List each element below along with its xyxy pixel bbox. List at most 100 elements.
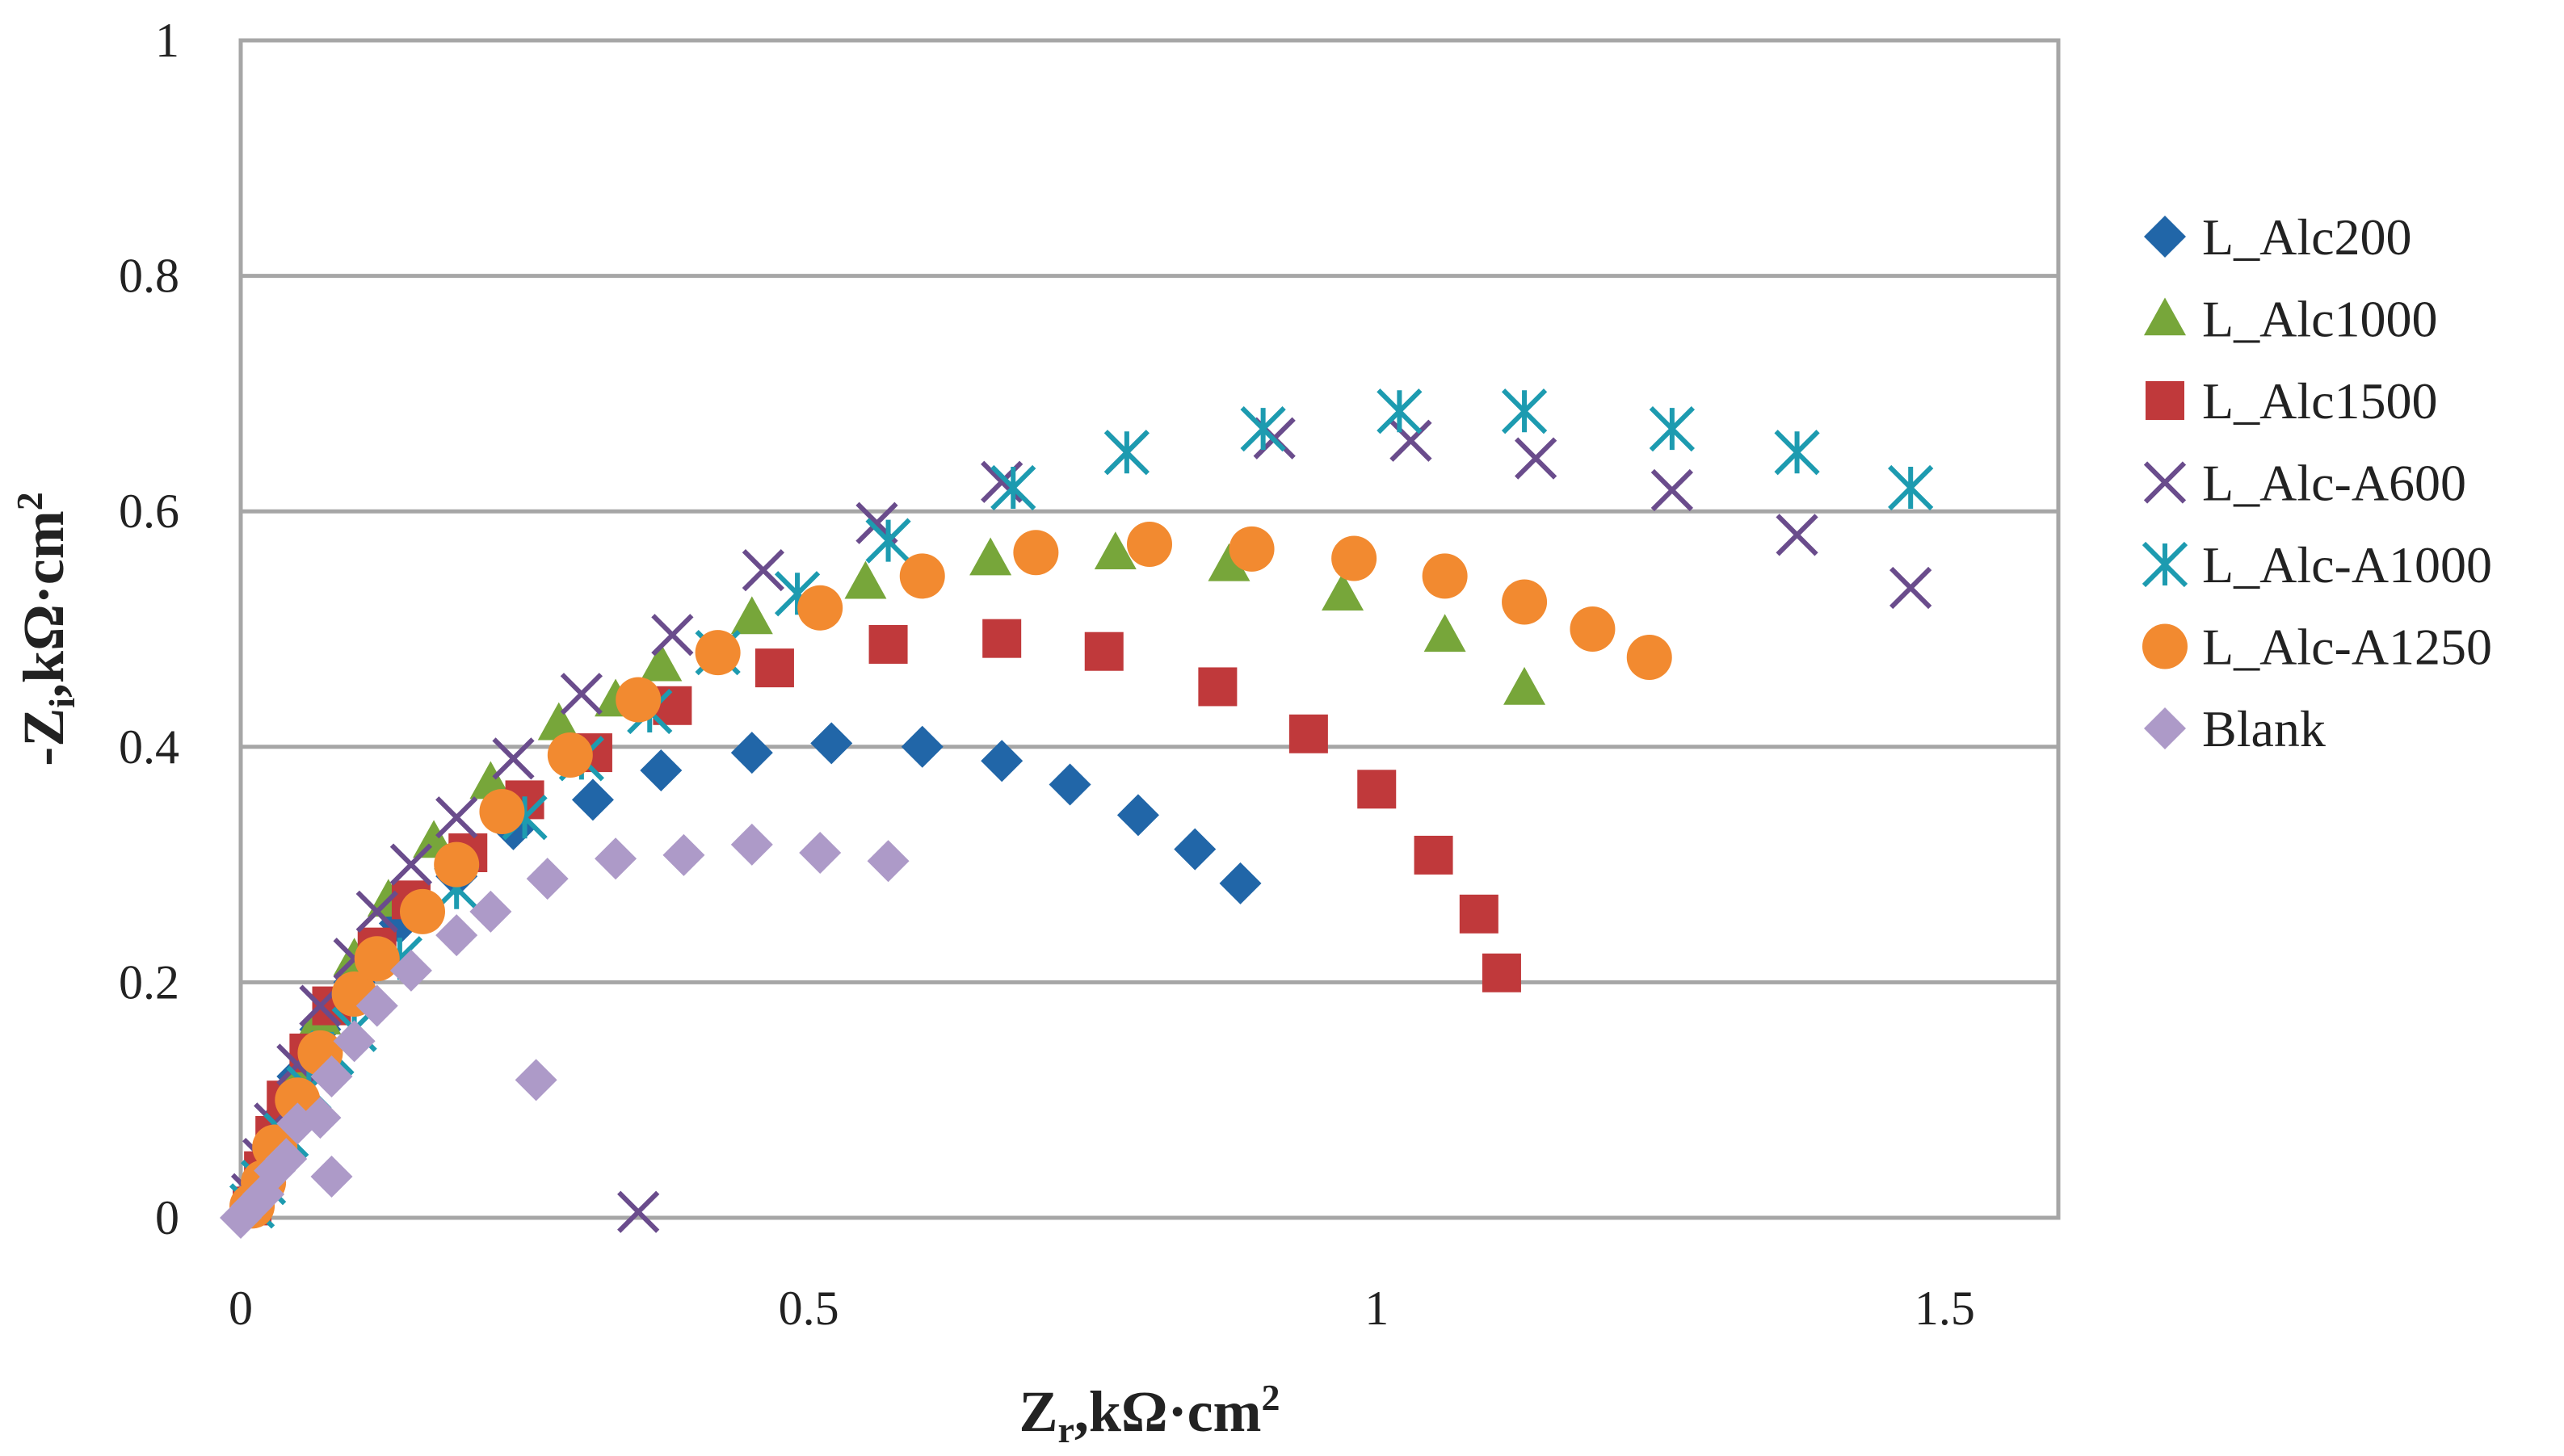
data-point bbox=[310, 1055, 353, 1098]
y-tick-label: 0.6 bbox=[119, 485, 179, 538]
series-Blank bbox=[220, 823, 910, 1239]
y-axis-title-rest: ,kΩ·cm bbox=[11, 510, 76, 698]
data-point bbox=[537, 702, 580, 741]
data-point bbox=[754, 648, 794, 688]
data-point bbox=[1649, 406, 1696, 452]
data-point bbox=[355, 984, 398, 1027]
data-point bbox=[479, 788, 525, 834]
y-axis-title: -Zi,kΩ·cm2 bbox=[9, 492, 82, 766]
data-point bbox=[1049, 763, 1091, 806]
data-point bbox=[1357, 770, 1397, 809]
y-axis-title-sub: i bbox=[41, 698, 82, 708]
legend-label: L_Alc200 bbox=[2202, 208, 2412, 266]
data-point bbox=[526, 858, 569, 900]
data-point bbox=[400, 888, 445, 934]
x-axis-title: Zr,kΩ·cm2 bbox=[1019, 1377, 1280, 1450]
data-point bbox=[333, 1020, 376, 1063]
data-point bbox=[990, 464, 1036, 511]
data-point bbox=[1084, 631, 1124, 671]
data-point bbox=[1116, 794, 1159, 837]
data-point bbox=[1422, 553, 1468, 599]
data-point bbox=[616, 677, 662, 723]
data-point bbox=[1650, 468, 1694, 512]
data-point bbox=[730, 732, 773, 774]
legend-marker-triangle-icon bbox=[2144, 297, 2186, 336]
data-point bbox=[1229, 526, 1275, 572]
legend-marker-x-icon bbox=[2143, 461, 2187, 504]
data-point bbox=[969, 537, 1012, 576]
y-tick-label: 0.8 bbox=[119, 250, 179, 303]
data-point bbox=[730, 823, 773, 866]
data-point bbox=[742, 548, 784, 592]
data-point bbox=[810, 722, 853, 765]
series-L_Alc-A1250 bbox=[229, 522, 1672, 1229]
data-point bbox=[560, 673, 603, 715]
data-point bbox=[1208, 543, 1250, 581]
data-point bbox=[651, 614, 694, 657]
legend-item: L_Alc200 bbox=[2144, 208, 2412, 266]
legend-marker-circle-icon bbox=[2142, 623, 2188, 669]
data-point bbox=[435, 914, 478, 957]
x-tick-label: 0.5 bbox=[779, 1282, 839, 1335]
data-point bbox=[868, 624, 908, 664]
data-point bbox=[1127, 522, 1172, 568]
data-point bbox=[797, 585, 843, 631]
data-point bbox=[389, 949, 432, 992]
data-point bbox=[1174, 828, 1217, 871]
legend-marker-square-icon bbox=[2146, 381, 2184, 420]
data-point bbox=[310, 1155, 353, 1198]
x-tick-label: 1 bbox=[1364, 1282, 1389, 1335]
data-point bbox=[662, 833, 705, 876]
legend-item: Blank bbox=[2144, 700, 2326, 757]
legend-label: L_Alc1000 bbox=[2202, 291, 2438, 348]
data-point bbox=[901, 725, 944, 768]
data-point bbox=[515, 1059, 557, 1101]
gridlines bbox=[241, 274, 2058, 984]
data-point bbox=[640, 643, 683, 682]
legend-marker-diamond-icon bbox=[2144, 216, 2186, 258]
data-point bbox=[547, 732, 593, 778]
data-point bbox=[865, 518, 911, 564]
data-point bbox=[571, 778, 614, 821]
legend: L_Alc200 L_Alc1000 L_Alc1500 L_Alc-A600 L_Al… bbox=[2142, 208, 2492, 757]
legend-item: L_Alc-A600 bbox=[2143, 455, 2466, 512]
data-point bbox=[1322, 573, 1364, 611]
data-point bbox=[1482, 953, 1521, 992]
data-point bbox=[1889, 566, 1932, 610]
data-point bbox=[695, 630, 741, 676]
data-point bbox=[844, 560, 887, 599]
legend-label: L_Alc-A600 bbox=[2202, 455, 2466, 512]
x-tick-label: 1.5 bbox=[1915, 1282, 1975, 1335]
data-point bbox=[1423, 614, 1466, 652]
legend-item: L_Alc-A1250 bbox=[2142, 619, 2492, 676]
y-tick-label: 0 bbox=[155, 1191, 179, 1244]
data-point bbox=[1502, 579, 1548, 625]
legend-item: L_Alc1500 bbox=[2146, 372, 2438, 430]
data-point bbox=[389, 843, 433, 886]
data-point bbox=[1776, 514, 1818, 556]
legend-marker-asterisk-icon bbox=[2142, 541, 2188, 588]
data-point bbox=[434, 841, 480, 887]
data-point bbox=[1626, 634, 1672, 680]
data-point bbox=[1459, 894, 1498, 934]
data-point bbox=[617, 1190, 660, 1233]
data-point bbox=[299, 1097, 342, 1139]
data-point bbox=[982, 619, 1022, 658]
data-point bbox=[1377, 388, 1423, 434]
series-layer bbox=[220, 388, 1934, 1239]
x-axis-title-sub: r bbox=[1057, 1409, 1074, 1450]
data-point bbox=[730, 596, 773, 635]
data-point bbox=[640, 749, 683, 791]
data-point bbox=[469, 890, 512, 933]
data-point bbox=[1515, 437, 1557, 480]
legend-label: L_Alc-A1250 bbox=[2202, 619, 2492, 676]
data-point bbox=[981, 740, 1023, 783]
y-tick-label: 0.4 bbox=[119, 720, 179, 774]
data-point bbox=[867, 840, 910, 883]
x-tick-label: 0 bbox=[229, 1282, 253, 1335]
data-point bbox=[1240, 406, 1286, 452]
y-axis-title-sup: 2 bbox=[9, 492, 50, 510]
data-point bbox=[1503, 666, 1546, 705]
x-tick-labels: 0 0.5 1 1.5 bbox=[229, 1282, 1975, 1335]
